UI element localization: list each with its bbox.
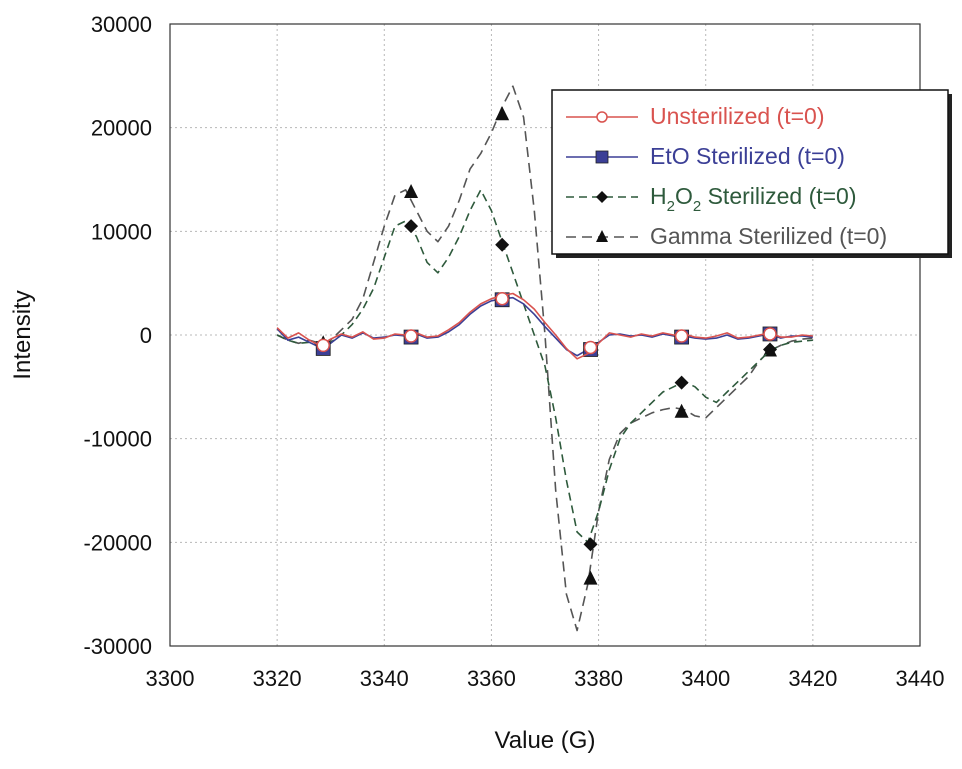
legend-marker bbox=[595, 150, 609, 164]
legend-entry: EtO Sterilized (t=0) bbox=[566, 143, 845, 169]
y-tick-label: -20000 bbox=[83, 530, 152, 555]
series-layer bbox=[276, 85, 813, 632]
series-point bbox=[674, 403, 689, 418]
legend-label: H2O2 Sterilized (t=0) bbox=[650, 183, 857, 215]
series-point bbox=[583, 537, 598, 552]
series-line bbox=[276, 296, 813, 357]
legend-entry: Gamma Sterilized (t=0) bbox=[566, 223, 887, 249]
x-tick-labels: 3300 3320 3340 3360 3380 3400 3420 3440 bbox=[146, 666, 945, 691]
y-tick-label: 0 bbox=[140, 323, 152, 348]
y-tick-labels: -30000 -20000 -10000 0 10000 20000 30000 bbox=[83, 12, 152, 659]
series-point bbox=[316, 338, 330, 353]
series-point bbox=[674, 375, 689, 390]
legend: Unsterilized (t=0) EtO Sterilized (t=0) H2… bbox=[551, 89, 952, 258]
x-tick-label: 3380 bbox=[574, 666, 623, 691]
series-1 bbox=[276, 291, 813, 360]
legend-label: Unsterilized (t=0) bbox=[650, 103, 824, 129]
plot-frame bbox=[169, 23, 921, 647]
legend-marker bbox=[596, 191, 608, 203]
y-tick-label: 30000 bbox=[91, 12, 152, 37]
series-point bbox=[495, 291, 509, 306]
series-point bbox=[404, 329, 418, 343]
legend-entry: Unsterilized (t=0) bbox=[566, 103, 824, 129]
legend-label: EtO Sterilized (t=0) bbox=[650, 143, 845, 169]
x-tick-label: 3300 bbox=[146, 666, 195, 691]
series-line bbox=[276, 292, 813, 360]
x-tick-label: 3320 bbox=[253, 666, 302, 691]
x-tick-label: 3440 bbox=[896, 666, 945, 691]
series-point bbox=[583, 570, 598, 585]
legend-marker bbox=[596, 111, 608, 123]
series-point bbox=[763, 342, 777, 357]
x-tick-label: 3360 bbox=[467, 666, 516, 691]
series-point bbox=[404, 219, 419, 234]
y-tick-label: 10000 bbox=[91, 219, 152, 244]
series-3 bbox=[276, 189, 813, 552]
x-axis-label: Value (G) bbox=[495, 727, 596, 754]
y-axis-label: Intensity bbox=[9, 290, 36, 379]
series-point bbox=[674, 329, 689, 343]
x-tick-label: 3400 bbox=[681, 666, 730, 691]
series-point bbox=[495, 237, 510, 252]
series-point bbox=[583, 340, 598, 355]
x-tick-label: 3420 bbox=[788, 666, 837, 691]
legend-entry: H2O2 Sterilized (t=0) bbox=[566, 183, 857, 215]
series-2 bbox=[276, 292, 813, 357]
legend-label: Gamma Sterilized (t=0) bbox=[650, 223, 887, 249]
series-point bbox=[404, 183, 419, 198]
y-tick-label: 20000 bbox=[91, 116, 152, 141]
y-tick-label: -30000 bbox=[83, 634, 152, 659]
series-point bbox=[763, 327, 777, 341]
series-line bbox=[276, 85, 813, 632]
legend-marker bbox=[596, 230, 608, 242]
series-point bbox=[495, 106, 510, 121]
y-tick-label: -10000 bbox=[83, 427, 152, 452]
x-tick-label: 3340 bbox=[360, 666, 409, 691]
series-line bbox=[276, 189, 813, 544]
